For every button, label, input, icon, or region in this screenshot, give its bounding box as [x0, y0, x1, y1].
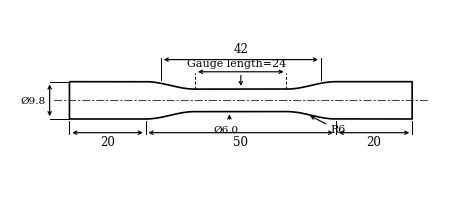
Text: Gauge length=24: Gauge length=24: [187, 59, 287, 69]
Text: 20: 20: [100, 136, 115, 149]
Text: Ø9.8: Ø9.8: [21, 97, 46, 106]
Text: 42: 42: [233, 43, 248, 56]
Text: Ø6.0: Ø6.0: [213, 126, 238, 135]
Text: 20: 20: [366, 136, 382, 149]
Text: R6: R6: [330, 125, 346, 136]
Text: 50: 50: [233, 136, 248, 149]
